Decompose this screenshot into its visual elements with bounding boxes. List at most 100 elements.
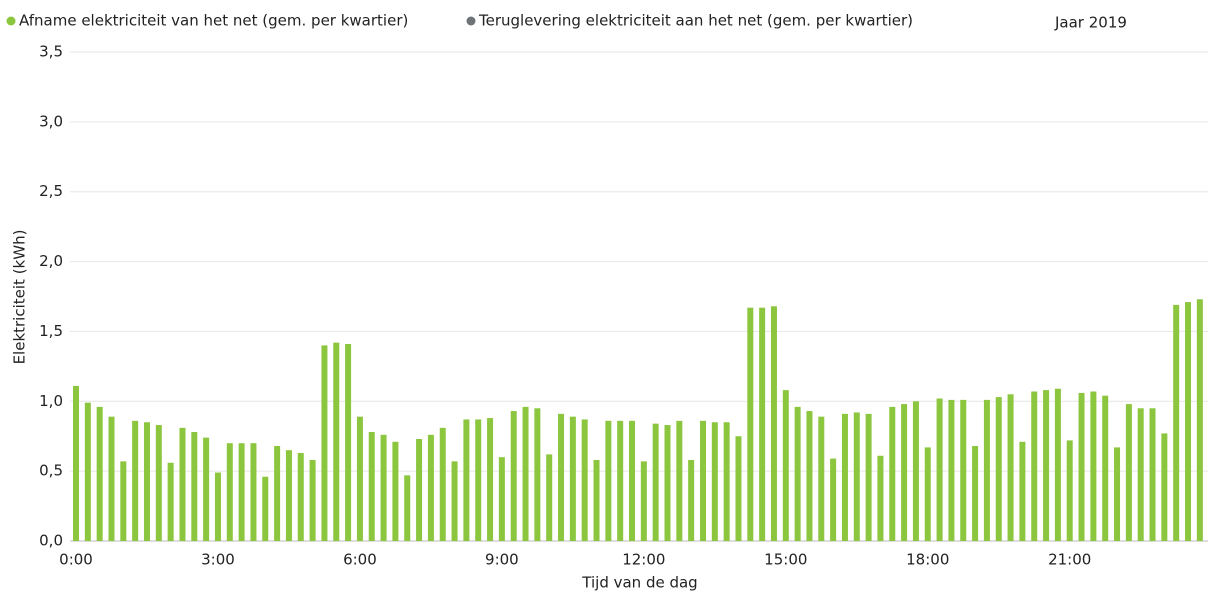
x-tick-label: 0:00: [59, 551, 93, 569]
legend-marker: [6, 16, 16, 26]
bar: [688, 459, 695, 541]
bar: [155, 425, 162, 541]
x-tick-label: 18:00: [906, 551, 949, 569]
bar: [463, 419, 470, 541]
bar: [1066, 440, 1073, 541]
y-tick-label: 1,0: [39, 392, 63, 410]
bar: [1196, 299, 1203, 541]
bar: [392, 441, 399, 541]
bar: [924, 447, 931, 541]
bar: [487, 418, 494, 541]
bar: [191, 432, 198, 541]
bar: [558, 413, 565, 541]
y-tick-label: 1,5: [39, 322, 63, 340]
bar: [120, 461, 127, 541]
bar: [723, 422, 730, 541]
bar: [818, 416, 825, 541]
bar: [889, 406, 896, 541]
legend-label: Teruglevering elektriciteit aan het net …: [478, 12, 913, 30]
x-tick-label: 9:00: [485, 551, 519, 569]
x-tick-label: 6:00: [343, 551, 377, 569]
bar: [238, 443, 245, 541]
bar: [830, 458, 837, 541]
bar: [498, 457, 505, 541]
bar: [427, 434, 434, 541]
bar: [1173, 304, 1180, 541]
bar: [865, 413, 872, 541]
bar: [1185, 302, 1192, 541]
bar: [380, 434, 387, 541]
bar: [747, 307, 754, 541]
bar: [770, 306, 777, 541]
bar: [995, 397, 1002, 541]
y-tick-label: 3,0: [39, 112, 63, 130]
bar: [132, 420, 139, 541]
bar: [936, 398, 943, 541]
bar: [1078, 392, 1085, 541]
y-tick-label: 3,5: [39, 43, 63, 61]
bar: [285, 450, 292, 541]
x-tick-label: 21:00: [1048, 551, 1091, 569]
bar: [794, 406, 801, 541]
bar: [108, 416, 115, 541]
bar: [546, 454, 553, 541]
bar: [960, 399, 967, 541]
bar: [510, 411, 517, 541]
bar: [1102, 395, 1109, 541]
bar: [309, 459, 316, 541]
bar: [853, 412, 860, 541]
x-tick-label: 12:00: [622, 551, 665, 569]
bar: [593, 459, 600, 541]
bar: [297, 452, 304, 541]
bar: [629, 420, 636, 541]
y-tick-label: 2,5: [39, 182, 63, 200]
bar: [983, 399, 990, 541]
bar: [617, 420, 624, 541]
bar: [167, 462, 174, 541]
bar: [451, 461, 458, 541]
bar: [1114, 447, 1121, 541]
bar: [711, 422, 718, 541]
bar: [1019, 441, 1026, 541]
y-tick-label: 0,0: [39, 532, 63, 550]
annotation: Jaar 2019: [1054, 14, 1127, 32]
bar: [948, 399, 955, 541]
bar: [569, 416, 576, 541]
y-tick-label: 0,5: [39, 462, 63, 480]
bar: [262, 476, 269, 541]
bar: [1043, 390, 1050, 541]
bar: [901, 404, 908, 541]
bar: [439, 427, 446, 541]
bar: [782, 390, 789, 541]
bar: [73, 385, 79, 541]
bar: [534, 408, 541, 541]
bar: [1161, 433, 1168, 541]
bar: [333, 342, 340, 541]
legend-label: Afname elektriciteit van het net (gem. p…: [19, 12, 408, 30]
x-tick-label: 15:00: [764, 551, 807, 569]
bar: [368, 432, 375, 541]
bar: [676, 420, 683, 541]
x-axis-title: Tijd van de dag: [581, 574, 697, 592]
bar: [735, 436, 742, 541]
bar: [1054, 388, 1061, 541]
bar: [84, 402, 91, 541]
bar: [640, 461, 647, 541]
bar: [321, 345, 328, 541]
x-tick-label: 3:00: [201, 551, 235, 569]
bar: [1137, 408, 1144, 541]
bar: [877, 455, 884, 541]
bar: [214, 472, 221, 541]
y-tick-label: 2,0: [39, 252, 63, 270]
bar: [179, 427, 186, 541]
bar: [605, 420, 612, 541]
legend-marker: [466, 16, 476, 26]
bar: [404, 475, 411, 541]
bar: [96, 406, 103, 541]
bar: [250, 443, 257, 541]
bar: [1031, 391, 1038, 541]
bar: [581, 419, 588, 541]
bar: [416, 439, 423, 541]
bar: [274, 445, 281, 541]
